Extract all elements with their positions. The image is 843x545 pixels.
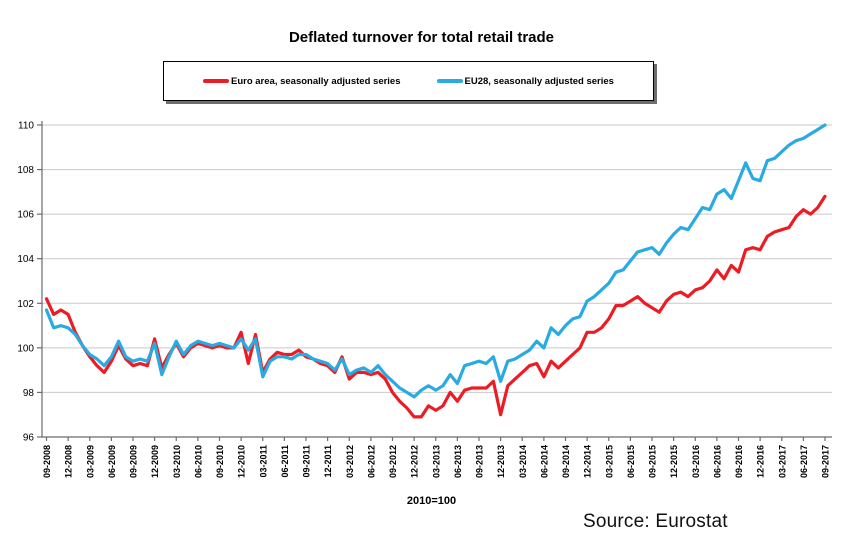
x-tick-label-03-2014: 03-2014	[518, 445, 528, 478]
y-tick-label-100: 100	[17, 343, 34, 354]
legend-entry-eu28: EU28, seasonally adjusted series	[436, 75, 614, 87]
x-tick-label-06-2014: 06-2014	[539, 445, 549, 478]
x-tick-label-12-2011: 12-2011	[323, 445, 333, 478]
x-tick-label-12-2010: 12-2010	[237, 445, 247, 478]
x-tick-label-09-2009: 09-2009	[129, 445, 139, 478]
x-tick-label-03-2009: 03-2009	[85, 445, 95, 478]
legend-entry-euro-area: Euro area, seasonally adjusted series	[203, 76, 401, 87]
series-line-eu28	[44, 123, 827, 399]
x-tick-label-03-2011: 03-2011	[258, 445, 268, 478]
y-tick-label-102: 102	[17, 299, 34, 310]
legend-label-euro-area: Euro area, seasonally adjusted series	[231, 75, 401, 87]
y-tick-label-110: 110	[18, 121, 34, 132]
legend-label-eu28: EU28, seasonally adjusted series	[464, 75, 614, 87]
x-tick-label-12-2015: 12-2015	[669, 445, 679, 478]
x-tick-label-12-2014: 12-2014	[583, 445, 593, 478]
x-tick-label-06-2015: 06-2015	[626, 445, 636, 478]
x-tick-label-09-2008: 09-2008	[42, 445, 52, 478]
x-tick-label-03-2012: 03-2012	[345, 445, 355, 478]
x-tick-label-03-2010: 03-2010	[172, 445, 182, 478]
x-tick-label-03-2015: 03-2015	[604, 445, 614, 478]
x-tick-label-09-2010: 09-2010	[215, 445, 225, 478]
x-tick-label-06-2013: 06-2013	[453, 445, 463, 478]
euro-area-line-swatch	[203, 79, 229, 83]
x-tick-label-09-2015: 09-2015	[648, 445, 658, 478]
x-tick-label-09-2016: 09-2016	[734, 445, 744, 478]
x-tick-label-06-2010: 06-2010	[193, 445, 203, 478]
x-tick-label-12-2016: 12-2016	[756, 445, 766, 478]
x-tick-label-06-2017: 06-2017	[799, 445, 809, 478]
eu28-line-swatch	[436, 79, 463, 83]
x-tick-label-03-2013: 03-2013	[431, 445, 441, 478]
y-tick-label-96: 96	[23, 433, 35, 444]
x-tick-label-12-2013: 12-2013	[496, 445, 506, 478]
y-tick-label-106: 106	[17, 210, 34, 221]
x-tick-label-09-2017: 09-2017	[821, 445, 831, 478]
x-tick-label-06-2009: 06-2009	[107, 445, 117, 478]
chart-title: Deflated turnover for total retail trade	[288, 29, 555, 46]
x-tick-label-09-2014: 09-2014	[561, 445, 571, 478]
x-tick-label-09-2013: 09-2013	[475, 445, 485, 478]
x-tick-label-03-2017: 03-2017	[777, 445, 787, 478]
index-base-note: 2010=100	[406, 495, 457, 507]
x-tick-label-12-2008: 12-2008	[64, 445, 74, 478]
x-tick-label-09-2012: 09-2012	[388, 445, 398, 478]
x-tick-label-09-2011: 09-2011	[302, 445, 312, 478]
y-tick-label-108: 108	[17, 165, 34, 176]
x-tick-label-06-2016: 06-2016	[712, 445, 722, 478]
legend-box: Euro area, seasonally adjusted series EU…	[163, 61, 654, 101]
x-tick-label-06-2011: 06-2011	[280, 445, 290, 478]
series-line-euro-area	[44, 194, 827, 419]
x-tick-label-12-2009: 12-2009	[150, 445, 160, 478]
x-tick-label-06-2012: 06-2012	[366, 445, 376, 478]
y-tick-label-98: 98	[23, 388, 35, 399]
y-tick-label-104: 104	[17, 254, 34, 265]
x-tick-label-12-2012: 12-2012	[410, 445, 420, 478]
source-note: Source: Eurostat	[583, 511, 728, 532]
x-tick-label-03-2016: 03-2016	[691, 445, 701, 478]
